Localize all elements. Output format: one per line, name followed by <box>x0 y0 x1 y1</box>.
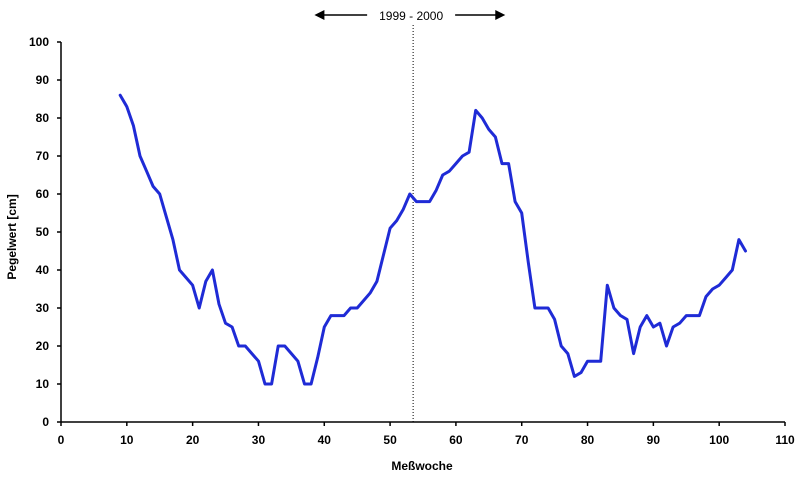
y-tick-label: 20 <box>36 339 50 353</box>
x-tick-label: 70 <box>515 433 529 447</box>
y-tick-label: 30 <box>36 301 50 315</box>
y-tick-label: 0 <box>42 415 49 429</box>
y-axis-label: Pegelwert [cm] <box>5 194 19 279</box>
x-tick-label: 90 <box>647 433 661 447</box>
y-tick-label: 50 <box>36 225 50 239</box>
y-tick-label: 60 <box>36 187 50 201</box>
x-tick-label: 20 <box>186 433 200 447</box>
x-tick-label: 80 <box>581 433 595 447</box>
year-range-label: 1999 - 2000 <box>379 9 443 23</box>
left-arrowhead-icon <box>314 10 325 20</box>
series-line <box>118 93 747 386</box>
x-axis-label: Meßwoche <box>391 459 453 473</box>
x-axis-ticks: 0 10 20 30 40 50 60 70 80 90 100 110 <box>58 422 795 447</box>
year-range-annotation: 1999 - 2000 <box>314 9 506 23</box>
x-tick-label: 10 <box>120 433 134 447</box>
y-tick-label: 80 <box>36 111 50 125</box>
right-arrowhead-icon <box>495 10 506 20</box>
y-tick-label: 10 <box>36 377 50 391</box>
x-tick-label: 60 <box>449 433 463 447</box>
x-tick-label: 30 <box>252 433 266 447</box>
y-tick-label: 40 <box>36 263 50 277</box>
x-tick-label: 110 <box>775 433 795 447</box>
x-tick-label: 100 <box>709 433 729 447</box>
y-axis-ticks: 0 10 20 30 40 50 60 70 80 90 100 <box>29 35 61 429</box>
x-tick-label: 50 <box>383 433 397 447</box>
y-tick-label: 70 <box>36 149 50 163</box>
x-tick-label: 40 <box>318 433 332 447</box>
x-tick-label: 0 <box>58 433 65 447</box>
y-tick-label: 100 <box>29 35 49 49</box>
series-group <box>118 93 747 386</box>
y-tick-label: 90 <box>36 73 50 87</box>
